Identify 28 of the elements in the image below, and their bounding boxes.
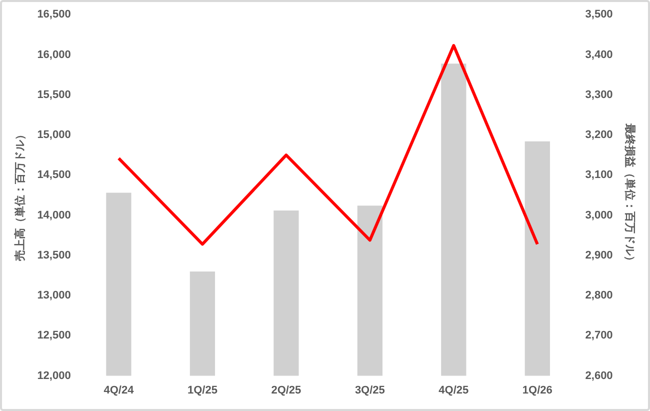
- x-tick-label: 4Q/25: [438, 384, 469, 396]
- y2-tick-label: 2,900: [585, 249, 613, 262]
- x-tick-label: 4Q/24: [104, 384, 135, 396]
- y-tick-label: 16,000: [37, 48, 71, 61]
- y-tick-label: 13,500: [37, 249, 71, 262]
- x-tick-label: 1Q/25: [187, 384, 218, 396]
- x-tick-label: 1Q/26: [522, 384, 552, 396]
- y2-tick-label: 2,600: [585, 370, 613, 382]
- x-tick-label: 2Q/25: [271, 384, 302, 396]
- y-tick-label: 14,000: [37, 209, 71, 222]
- y2-axis-title: 最終損益（単位：百万ドル）: [623, 122, 636, 267]
- y2-tick-label: 3,200: [585, 129, 613, 142]
- y-tick-label: 16,500: [37, 8, 71, 21]
- y-tick-label: 15,500: [37, 88, 71, 101]
- y-axis-title: 売上高（単位：百万ドル）: [14, 129, 27, 262]
- y2-tick-label: 3,000: [585, 209, 613, 222]
- y2-tick-label: 2,800: [585, 290, 613, 302]
- y-tick-label: 14,500: [37, 169, 71, 182]
- y-tick-label: 12,500: [37, 330, 71, 342]
- y2-tick-label: 3,500: [585, 8, 613, 21]
- y-tick-label: 12,000: [37, 370, 71, 382]
- y-tick-label: 13,000: [37, 290, 71, 302]
- y2-tick-label: 3,100: [585, 169, 613, 182]
- y2-tick-label: 3,400: [585, 48, 613, 61]
- y2-tick-label: 3,300: [585, 88, 613, 101]
- y-tick-label: 15,000: [37, 129, 71, 142]
- y2-tick-label: 2,700: [585, 330, 613, 342]
- x-tick-label: 3Q/25: [354, 384, 385, 396]
